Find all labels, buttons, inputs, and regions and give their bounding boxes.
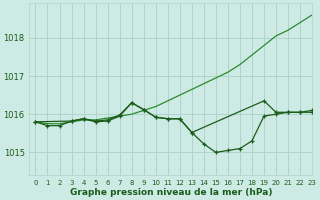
X-axis label: Graphe pression niveau de la mer (hPa): Graphe pression niveau de la mer (hPa) xyxy=(69,188,272,197)
